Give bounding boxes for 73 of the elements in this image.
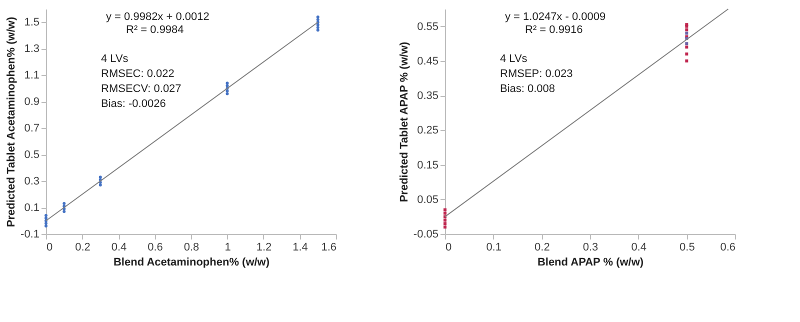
- point: [44, 214, 48, 217]
- x-tick-label: 0.6: [148, 242, 163, 254]
- point: [316, 23, 320, 26]
- point: [98, 176, 102, 179]
- x-tick-label: 0.3: [582, 242, 598, 254]
- point: [62, 202, 66, 206]
- annotation: 4 LVs: [101, 53, 129, 65]
- point: [444, 218, 446, 222]
- point: [685, 42, 688, 46]
- y-tick-label: 0.5: [24, 149, 40, 162]
- annotation: RMSEC: 0.022: [101, 68, 174, 80]
- point: [685, 59, 688, 62]
- y-tick-label: 0.25: [417, 124, 438, 137]
- x-tick-label: 0.5: [680, 242, 695, 254]
- annotation: y = 1.0247x - 0.0009: [505, 11, 606, 23]
- y-tick-label: 0.7: [24, 122, 40, 135]
- x-axis-title: Blend Acetaminophen% (w/w): [113, 256, 270, 268]
- y-tick-label: 1.1: [24, 70, 40, 82]
- point: [444, 222, 446, 226]
- point: [44, 216, 48, 220]
- point: [444, 212, 446, 215]
- x-tick-label: 0.4: [631, 242, 646, 254]
- y-tick-label: 0.05: [417, 194, 438, 206]
- y-tick-label: 0.35: [417, 90, 438, 102]
- point: [44, 224, 48, 228]
- y-tick-label: -0.05: [413, 228, 438, 240]
- point: [316, 18, 320, 22]
- y-tick-label: 0.1: [24, 202, 40, 214]
- x-tick-label: 0.4: [111, 242, 127, 254]
- point: [444, 226, 446, 229]
- y-axis-title: Predicted Tablet APAP % (w/w): [398, 41, 410, 202]
- point: [316, 15, 320, 18]
- annotation: y = 0.9982x + 0.0012: [106, 11, 210, 23]
- point: [98, 184, 102, 187]
- point: [226, 82, 229, 85]
- y-tick-label: 0.15: [417, 159, 438, 172]
- x-tick-label: 1.2: [256, 242, 272, 254]
- point: [44, 222, 48, 225]
- annotation: RMSECV: 0.027: [101, 83, 182, 95]
- x-tick-label: 0.8: [184, 242, 200, 254]
- x-tick-label: 1: [224, 242, 231, 254]
- y-tick-label: 0.9: [24, 96, 40, 108]
- x-tick-label: 0: [446, 242, 452, 254]
- y-tick-label: 0.45: [417, 55, 438, 68]
- annotation: R² = 0.9916: [525, 24, 583, 36]
- y-tick-label: 1.5: [24, 16, 40, 29]
- y-tick-label: -0.1: [20, 228, 40, 240]
- x-tick-label: 1.6: [321, 242, 336, 254]
- x-axis-title: Blend APAP % (w/w): [537, 256, 644, 268]
- x-tick-label: 0.2: [534, 242, 550, 254]
- y-tick-label: 0.55: [417, 20, 438, 33]
- annotation: 4 LVs: [500, 53, 528, 65]
- point: [685, 32, 688, 35]
- point: [685, 52, 688, 56]
- annotation: RMSEP: 0.023: [500, 68, 573, 80]
- x-tick-label: 0.1: [486, 242, 502, 254]
- point: [226, 84, 229, 88]
- annotation: Bias: -0.0026: [101, 98, 166, 110]
- annotation: Bias: 0.008: [500, 83, 556, 95]
- point: [316, 26, 320, 30]
- y-axis-title: Predicted Tablet Acetaminophen% (w/w): [6, 16, 18, 228]
- x-tick-label: 0.2: [75, 242, 90, 254]
- annotation: R² = 0.9984: [126, 24, 184, 36]
- x-tick-label: 1.4: [292, 242, 308, 254]
- point: [316, 28, 320, 32]
- x-tick-label: 0.6: [720, 242, 736, 254]
- point: [62, 210, 66, 213]
- point: [685, 28, 688, 32]
- point: [444, 208, 446, 212]
- point: [685, 46, 688, 49]
- y-tick-label: 0.3: [24, 176, 40, 188]
- y-tick-label: 1.3: [24, 43, 40, 56]
- x-tick-label: 0: [46, 242, 53, 254]
